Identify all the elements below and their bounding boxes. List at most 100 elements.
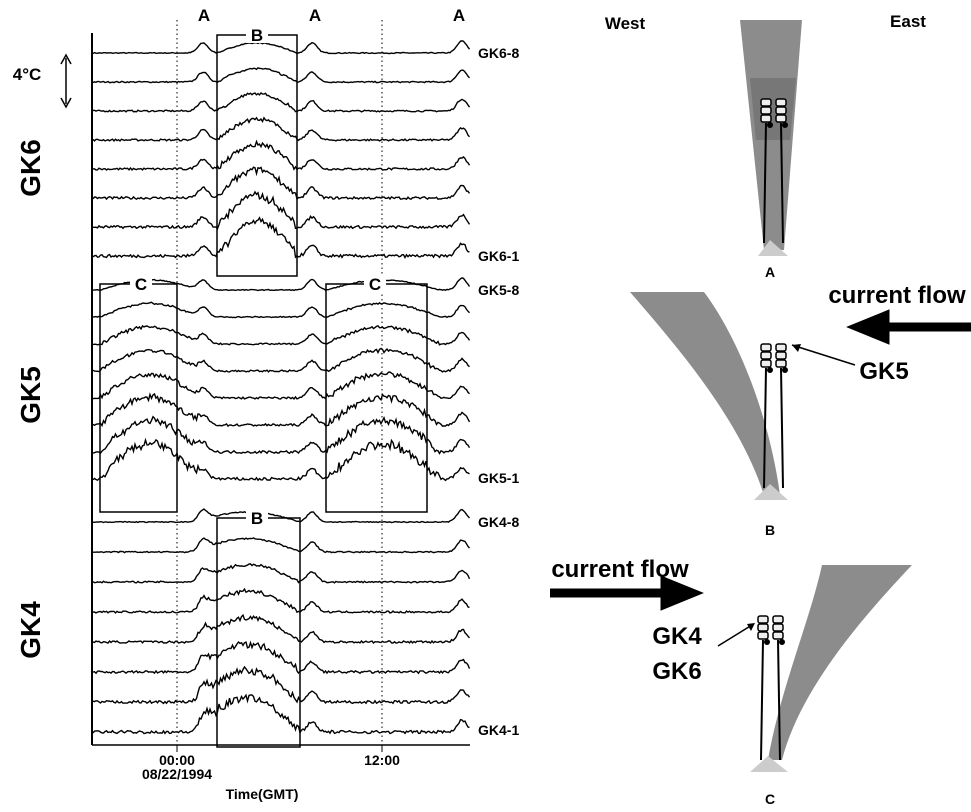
sensor (775, 114, 787, 123)
west-label: West (605, 14, 646, 33)
sensor (772, 615, 784, 624)
trace-label: GK4-1 (478, 722, 519, 738)
trace (92, 640, 471, 675)
mooring (760, 98, 788, 244)
group-name: GK5 (15, 366, 46, 424)
trace-label: GK5-8 (478, 282, 519, 298)
panel-label: C (765, 791, 775, 807)
mooring-line (763, 122, 767, 244)
trace (93, 537, 471, 554)
label-bg (130, 276, 152, 292)
sensor (760, 359, 772, 368)
box-label: B (251, 509, 263, 528)
label-bg (246, 510, 268, 526)
event-box (216, 517, 301, 748)
sensor (757, 631, 769, 640)
mooring-line (777, 639, 781, 761)
float (764, 639, 770, 645)
sensor (775, 106, 787, 115)
trace (92, 613, 471, 645)
sensor (760, 351, 772, 360)
trace (92, 166, 471, 201)
panel-label: A (765, 264, 775, 280)
seafloor (754, 484, 788, 500)
pointer (717, 624, 753, 647)
trace (92, 347, 470, 373)
event-label: A (309, 6, 321, 25)
trace (92, 139, 471, 171)
x-tick-date: 08/22/1994 (142, 766, 212, 782)
trace (92, 563, 471, 584)
mooring-line (780, 122, 784, 244)
event-box (216, 34, 298, 277)
trace (92, 216, 470, 259)
x-axis-label: Time(GMT) (226, 786, 299, 802)
sensor (775, 351, 787, 360)
seafloor (750, 756, 788, 772)
sensor (775, 343, 787, 352)
trace-label: GK4-8 (478, 514, 519, 530)
mooring-line (763, 367, 767, 489)
group-name: GK6 (15, 139, 46, 197)
mooring (757, 615, 785, 761)
trace (92, 693, 470, 735)
flow-label: current flow (551, 556, 689, 583)
east-label: East (890, 12, 926, 31)
trace (92, 415, 471, 455)
box-label: B (251, 26, 263, 45)
plume (768, 565, 912, 760)
trace (92, 116, 471, 142)
float (767, 122, 773, 128)
sensor (775, 359, 787, 368)
trace-label: GK6-8 (478, 45, 519, 61)
trace (92, 92, 471, 113)
sensor (775, 98, 787, 107)
x-tick-label: 12:00 (364, 752, 400, 768)
sensor (772, 623, 784, 632)
sensor (760, 343, 772, 352)
scale-label: 4°C (13, 65, 42, 84)
mooring-label: GK5 (859, 358, 908, 385)
sensor (760, 98, 772, 107)
trace (92, 392, 471, 428)
trace (92, 371, 470, 400)
panel-label: B (765, 522, 775, 538)
mooring-label: GK4 (652, 623, 702, 650)
sensor (760, 106, 772, 115)
box-label: C (369, 275, 381, 294)
pointer (791, 344, 856, 366)
box-label: C (135, 275, 147, 294)
trace-label: GK5-1 (478, 470, 519, 486)
float (782, 367, 788, 373)
sensor (757, 615, 769, 624)
group-name: GK4 (15, 601, 46, 659)
mooring (760, 343, 788, 489)
trace (92, 40, 471, 55)
temperature-traces (92, 40, 471, 735)
trace (92, 324, 471, 346)
plume (630, 292, 780, 495)
pointer-head (792, 344, 801, 352)
flow-arrow (550, 575, 704, 611)
flow-arrow (846, 309, 971, 345)
trace (92, 587, 470, 614)
sensor (772, 631, 784, 640)
mooring-line (780, 367, 784, 489)
trace-label: GK6-1 (478, 248, 519, 264)
plume-core (750, 78, 796, 140)
label-bg (364, 276, 386, 292)
sensor (760, 114, 772, 123)
trace (92, 301, 470, 319)
trace (92, 66, 471, 84)
x-tick-label: 00:00 (159, 752, 195, 768)
event-label: A (453, 6, 465, 25)
mooring-line (760, 639, 764, 761)
mooring-label: GK6 (652, 658, 701, 685)
trace (93, 190, 471, 231)
trace (93, 277, 471, 292)
label-bg (246, 27, 268, 43)
trace (92, 437, 470, 482)
seafloor (758, 240, 788, 256)
